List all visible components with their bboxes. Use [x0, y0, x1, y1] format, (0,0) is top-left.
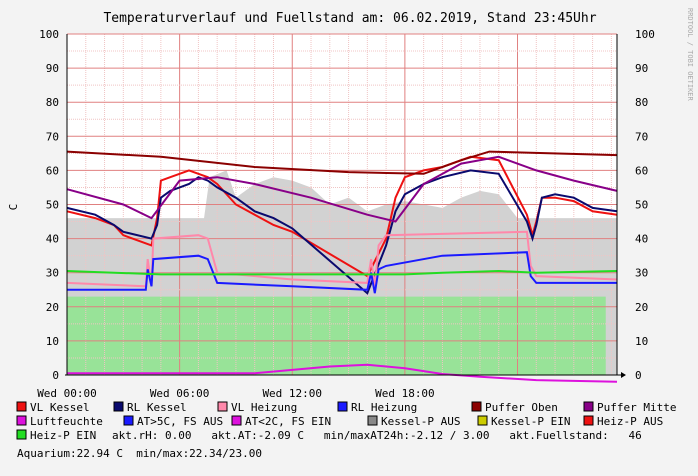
legend-label: Luftfeuchte — [30, 415, 103, 428]
legend-swatch — [113, 401, 124, 412]
legend-item-heiz-p-ein: Heiz-P EIN — [16, 429, 96, 442]
series-puffer-mitte — [66, 155, 618, 223]
legend-item-at-2c-fs-ein: AT<2C, FS EIN — [231, 415, 331, 428]
y-tick-label-left: 0 — [52, 369, 59, 382]
series-puffer-oben — [66, 150, 618, 175]
series-rl-kessel — [66, 169, 618, 295]
y-tick-label-right: 90 — [635, 62, 648, 75]
y-tick-label-right: 80 — [635, 96, 648, 109]
legend-swatch — [367, 415, 378, 426]
y-tick-label-right: 30 — [635, 267, 648, 280]
x-tick-label: Wed 00:00 — [37, 387, 97, 400]
legend-swatch — [123, 415, 134, 426]
y-axis-label: C — [7, 204, 20, 211]
legend-item-heiz-p-aus: Heiz-P AUS — [583, 415, 663, 428]
legend-label: Kessel-P EIN — [491, 415, 570, 428]
legend-swatch — [16, 401, 27, 412]
legend-swatch — [583, 401, 594, 412]
legend-item-vl-kessel: VL Kessel — [16, 401, 90, 414]
series-luftfeuchte — [67, 363, 618, 383]
legend: VL Kessel RL Kessel VL Heizung RL Heizung Pu… — [16, 401, 676, 442]
y-tick-label-right: 70 — [635, 130, 648, 143]
y-tick-label-left: 80 — [46, 96, 59, 109]
y-tick-label-left: 20 — [46, 301, 59, 314]
legend-label: RL Kessel — [127, 401, 187, 414]
y-tick-label-left: 10 — [46, 335, 59, 348]
legend-item-puffer-mitte: Puffer Mitte — [583, 401, 676, 414]
y-tick-label-left: 100 — [39, 28, 59, 41]
legend-item-at-5c-fs-aus: AT>5C, FS AUS — [123, 415, 223, 428]
x-tick-label: Wed 12:00 — [262, 387, 322, 400]
area-heiz-p-ein — [67, 296, 606, 375]
legend-swatch — [477, 415, 488, 426]
y-tick-label-left: 60 — [46, 164, 59, 177]
y-tick-label-right: 60 — [635, 164, 648, 177]
legend-label: VL Heizung — [231, 401, 297, 414]
y-tick-label-right: 10 — [635, 335, 648, 348]
watermark: RRDTOOL / TOBI OETIKER — [686, 8, 694, 102]
legend-label: AT>5C, FS AUS — [137, 415, 223, 428]
legend-label: VL Kessel — [30, 401, 90, 414]
legend-swatch — [337, 401, 348, 412]
y-tick-label-right: 100 — [635, 28, 655, 41]
status-line-1: akt.rH: 0.00 akt.AT:-2.09 C min/maxAT24h… — [112, 429, 642, 442]
legend-item-luftfeuchte: Luftfeuchte — [16, 415, 103, 428]
legend-label: Puffer Oben — [485, 401, 558, 414]
status-line-2: Aquarium:22.94 C min/max:22.34/23.00 — [17, 447, 262, 460]
legend-label: Kessel-P AUS — [381, 415, 460, 428]
legend-swatch — [583, 415, 594, 426]
chart-title: Temperaturverlauf und Fuellstand am: 06.… — [103, 11, 596, 26]
y-tick-label-left: 30 — [46, 267, 59, 280]
legend-swatch — [16, 415, 27, 426]
legend-item-vl-heizung: VL Heizung — [217, 401, 297, 414]
y-tick-label-left: 40 — [46, 233, 59, 246]
y-tick-label-left: 70 — [46, 130, 59, 143]
series-at-5c-fs-aus — [66, 269, 618, 276]
y-tick-label-right: 20 — [635, 301, 648, 314]
legend-swatch — [217, 401, 228, 412]
series-layer — [66, 150, 618, 383]
x-tick-label: Wed 06:00 — [150, 387, 210, 400]
legend-item-puffer-oben: Puffer Oben — [471, 401, 558, 414]
grid-layer — [66, 33, 617, 376]
legend-label: Heiz-P EIN — [30, 429, 96, 442]
legend-swatch — [471, 401, 482, 412]
legend-item-kessel-p-aus: Kessel-P AUS — [367, 415, 460, 428]
legend-swatch — [16, 429, 27, 440]
legend-label: Heiz-P AUS — [597, 415, 663, 428]
y-tick-label-right: 40 — [635, 233, 648, 246]
y-tick-label-left: 90 — [46, 62, 59, 75]
legend-item-rl-kessel: RL Kessel — [113, 401, 187, 414]
legend-label: RL Heizung — [351, 401, 417, 414]
series-rl-heizung — [67, 251, 617, 294]
legend-label: AT<2C, FS EIN — [245, 415, 331, 428]
x-axis-arrow — [621, 372, 626, 378]
x-tick-label: Wed 18:00 — [375, 387, 435, 400]
legend-item-rl-heizung: RL Heizung — [337, 401, 417, 414]
y-tick-label-right: 50 — [635, 199, 648, 212]
y-tick-label-right: 0 — [635, 369, 642, 382]
axes-layer: 0 0 10 10 20 20 30 30 40 40 50 50 60 60 70 70 80 80 90 90 10… — [37, 28, 655, 400]
legend-item-kessel-p-ein: Kessel-P EIN — [477, 415, 570, 428]
legend-swatch — [231, 415, 242, 426]
legend-label: Puffer Mitte — [597, 401, 676, 414]
y-tick-label-left: 50 — [46, 199, 59, 212]
